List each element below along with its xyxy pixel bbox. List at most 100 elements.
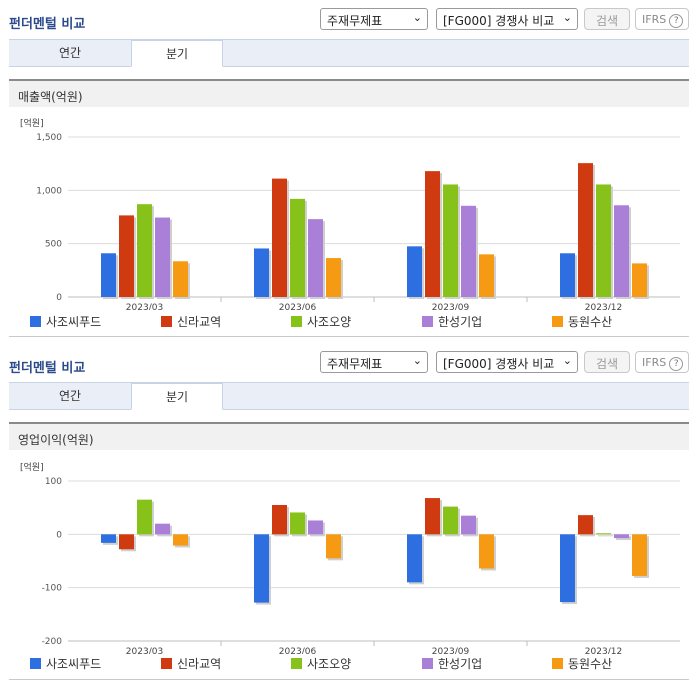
bar <box>614 205 629 297</box>
legend-label: 신라교역 <box>177 657 222 671</box>
chart-subtitle: 영업이익(억원) <box>9 422 689 450</box>
legend-item[interactable]: 사조씨푸드 <box>30 313 101 330</box>
ifrs-label: IFRS <box>642 13 667 26</box>
statement-select[interactable]: 주재무제표 ⌄ <box>320 8 428 30</box>
tab-quarterly[interactable]: 분기 <box>131 383 223 410</box>
fundamental-panel-operating-profit: 펀더멘털 비교 주재무제표 ⌄ [FG000] 경쟁사 비교 ⌄ 검색 IFRS… <box>0 342 696 684</box>
y-unit-label: [억원] <box>20 117 44 129</box>
bar <box>425 171 440 297</box>
bar <box>119 534 134 550</box>
legend-label: 사조씨푸드 <box>46 315 102 329</box>
bar <box>614 534 629 539</box>
bar <box>137 499 152 535</box>
operating-profit-chart: [억원] -200 -100 0 100 2023/03 2023/06 2023/09 202… <box>20 461 680 654</box>
bar <box>119 215 134 297</box>
bar <box>308 219 323 297</box>
legend-label: 한성기업 <box>438 657 483 671</box>
legend-item[interactable]: 동원수산 <box>552 655 612 672</box>
bar <box>560 534 575 603</box>
legend-item[interactable]: 사조씨푸드 <box>30 655 101 672</box>
help-icon[interactable]: ? <box>669 14 684 28</box>
search-button[interactable]: 검색 <box>584 351 630 373</box>
legend-swatch <box>30 658 41 669</box>
y-tick-label: -100 <box>42 584 63 594</box>
tab-quarterly[interactable]: 분기 <box>131 40 223 67</box>
chevron-down-icon: ⌄ <box>412 11 422 24</box>
y-tick-label: -200 <box>42 637 63 647</box>
divider <box>9 679 689 680</box>
legend-swatch <box>291 658 302 669</box>
legend-label: 사조오양 <box>307 657 352 671</box>
bar <box>578 515 593 535</box>
bar <box>155 523 170 535</box>
legend-swatch <box>552 658 563 669</box>
ifrs-button[interactable]: IFRS? <box>635 8 689 30</box>
bar <box>326 534 341 559</box>
legend-label: 신라교역 <box>177 315 222 329</box>
legend-item[interactable]: 사조오양 <box>291 655 351 672</box>
legend-swatch <box>422 316 433 327</box>
x-tick-label: 2023/12 <box>585 303 622 310</box>
bar <box>443 184 458 297</box>
legend-label: 사조씨푸드 <box>46 657 102 671</box>
bar <box>560 253 575 297</box>
legend-label: 동원수산 <box>568 657 613 671</box>
bar <box>461 515 476 535</box>
statement-select[interactable]: 주재무제표 ⌄ <box>320 351 428 373</box>
legend-swatch <box>422 658 433 669</box>
legend-item[interactable]: 신라교역 <box>161 655 221 672</box>
legend-label: 동원수산 <box>568 315 613 329</box>
chevron-down-icon: ⌄ <box>562 11 572 24</box>
compare-select[interactable]: [FG000] 경쟁사 비교 ⌄ <box>436 351 578 373</box>
x-tick-label: 2023/03 <box>126 647 163 654</box>
bar <box>101 534 116 543</box>
x-tick-label: 2023/06 <box>279 647 317 654</box>
y-tick-label: 0 <box>56 530 62 540</box>
legend-swatch <box>552 316 563 327</box>
y-unit-label: [억원] <box>20 461 44 473</box>
help-icon[interactable]: ? <box>669 357 684 371</box>
panel-title: 펀더멘털 비교 <box>9 17 86 32</box>
legend-item[interactable]: 한성기업 <box>422 655 482 672</box>
bar <box>326 258 341 297</box>
bar-shadow <box>598 535 613 537</box>
legend-swatch <box>291 316 302 327</box>
legend-swatch <box>161 658 172 669</box>
bar <box>173 534 188 546</box>
bar <box>272 505 287 535</box>
bar <box>155 217 170 297</box>
bar <box>173 261 188 297</box>
bar <box>425 498 440 535</box>
period-tabs: 연간 분기 <box>9 382 689 410</box>
legend-item[interactable]: 사조오양 <box>291 313 351 330</box>
bar <box>578 163 593 297</box>
search-button[interactable]: 검색 <box>584 8 630 30</box>
compare-select[interactable]: [FG000] 경쟁사 비교 ⌄ <box>436 8 578 30</box>
chevron-down-icon: ⌄ <box>412 354 422 367</box>
x-tick-label: 2023/12 <box>585 647 622 654</box>
tab-annual[interactable]: 연간 <box>58 389 82 403</box>
y-tick-label: 1,500 <box>36 133 62 143</box>
revenue-chart: [억원] 0 500 1,000 1,500 2023/03 2023/06 2023/09 2… <box>20 117 680 310</box>
bar <box>101 253 116 297</box>
legend-item[interactable]: 신라교역 <box>161 313 221 330</box>
y-tick-label: 1,000 <box>36 186 62 196</box>
bar <box>632 263 647 297</box>
bar <box>443 506 458 535</box>
bar <box>596 184 611 297</box>
ifrs-button[interactable]: IFRS? <box>635 351 689 373</box>
x-tick-label: 2023/06 <box>279 303 317 310</box>
bar <box>290 512 305 535</box>
x-tick-label: 2023/03 <box>126 303 163 310</box>
legend-swatch <box>161 316 172 327</box>
bar <box>596 533 611 535</box>
bar <box>479 534 494 569</box>
bar <box>407 534 422 583</box>
bar <box>137 204 152 297</box>
legend-item[interactable]: 한성기업 <box>422 313 482 330</box>
tab-annual[interactable]: 연간 <box>58 46 82 60</box>
bar <box>272 178 287 297</box>
chart-subtitle: 매출액(억원) <box>9 79 689 107</box>
statement-select-value: 주재무제표 <box>327 357 383 371</box>
legend-item[interactable]: 동원수산 <box>552 313 612 330</box>
